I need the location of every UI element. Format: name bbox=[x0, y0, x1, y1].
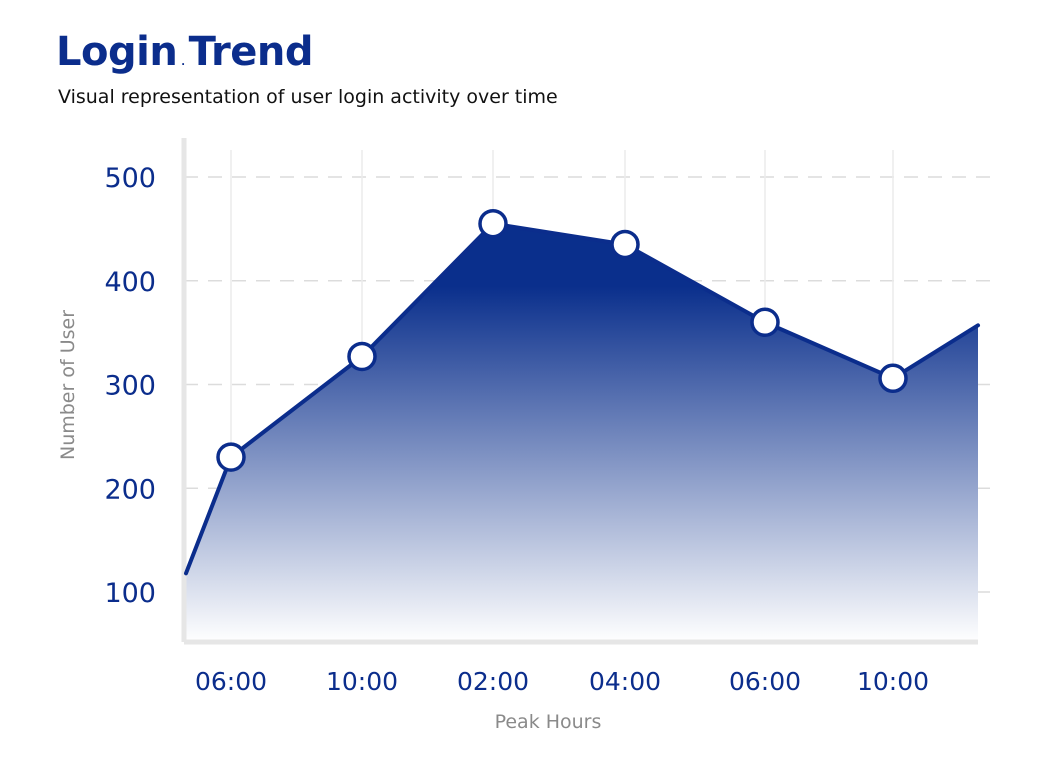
x-axis-ticks: 06:00 10:00 02:00 04:00 06:00 10:00 bbox=[195, 667, 929, 696]
area-fill bbox=[186, 223, 978, 642]
data-point bbox=[216, 442, 246, 472]
x-tick-label: 06:00 bbox=[195, 667, 267, 696]
x-tick-label: 10:00 bbox=[857, 667, 929, 696]
y-tick-label: 200 bbox=[104, 474, 156, 505]
title-part-login: Login bbox=[56, 29, 178, 75]
data-point bbox=[610, 229, 640, 260]
data-point bbox=[478, 208, 508, 239]
series-line bbox=[184, 221, 980, 576]
y-axis-ticks: 100 200 300 400 500 bbox=[104, 163, 156, 609]
x-tick-label: 02:00 bbox=[457, 667, 529, 696]
y-tick-label: 100 bbox=[104, 578, 156, 609]
chart-subtitle: Visual representation of user login acti… bbox=[58, 86, 558, 108]
title-separator: . bbox=[181, 57, 185, 68]
x-axis-label: Peak Hours bbox=[495, 711, 602, 733]
data-point bbox=[750, 307, 780, 337]
data-point bbox=[347, 341, 377, 372]
chart-title: Login. Trend bbox=[56, 26, 313, 89]
y-tick-label: 400 bbox=[104, 267, 156, 298]
x-tick-label: 06:00 bbox=[729, 667, 801, 696]
y-axis-label: Number of User bbox=[57, 310, 79, 460]
data-points bbox=[216, 208, 908, 472]
y-tick-label: 300 bbox=[104, 371, 156, 402]
x-tick-label: 04:00 bbox=[589, 667, 661, 696]
y-tick-label: 500 bbox=[104, 163, 156, 194]
x-tick-label: 10:00 bbox=[326, 667, 398, 696]
title-part-trend: Trend bbox=[188, 29, 314, 75]
axes bbox=[181, 138, 978, 645]
data-point bbox=[878, 363, 908, 394]
